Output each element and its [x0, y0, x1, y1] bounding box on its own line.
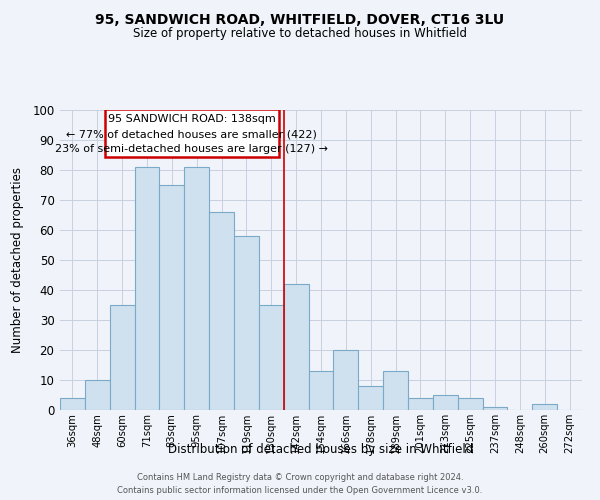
Bar — [308, 371, 334, 410]
Bar — [284, 284, 308, 410]
Bar — [209, 212, 234, 410]
Bar — [160, 185, 184, 410]
Bar — [383, 371, 408, 410]
Bar — [184, 167, 209, 410]
Bar — [60, 398, 85, 410]
Text: 95 SANDWICH ROAD: 138sqm: 95 SANDWICH ROAD: 138sqm — [108, 114, 275, 124]
Bar — [482, 407, 508, 410]
Text: Contains public sector information licensed under the Open Government Licence v3: Contains public sector information licen… — [118, 486, 482, 495]
Bar — [532, 404, 557, 410]
Bar — [408, 398, 433, 410]
Text: 23% of semi-detached houses are larger (127) →: 23% of semi-detached houses are larger (… — [55, 144, 328, 154]
Bar — [110, 305, 134, 410]
Text: Contains HM Land Registry data © Crown copyright and database right 2024.: Contains HM Land Registry data © Crown c… — [137, 472, 463, 482]
Bar — [85, 380, 110, 410]
FancyBboxPatch shape — [105, 108, 279, 156]
Text: 95, SANDWICH ROAD, WHITFIELD, DOVER, CT16 3LU: 95, SANDWICH ROAD, WHITFIELD, DOVER, CT1… — [95, 12, 505, 26]
Text: Distribution of detached houses by size in Whitfield: Distribution of detached houses by size … — [169, 442, 473, 456]
Text: Size of property relative to detached houses in Whitfield: Size of property relative to detached ho… — [133, 28, 467, 40]
Bar — [234, 236, 259, 410]
Bar — [259, 305, 284, 410]
Bar — [458, 398, 482, 410]
Bar — [134, 167, 160, 410]
Text: ← 77% of detached houses are smaller (422): ← 77% of detached houses are smaller (42… — [67, 130, 317, 140]
Bar — [433, 395, 458, 410]
Y-axis label: Number of detached properties: Number of detached properties — [11, 167, 24, 353]
Bar — [334, 350, 358, 410]
Bar — [358, 386, 383, 410]
